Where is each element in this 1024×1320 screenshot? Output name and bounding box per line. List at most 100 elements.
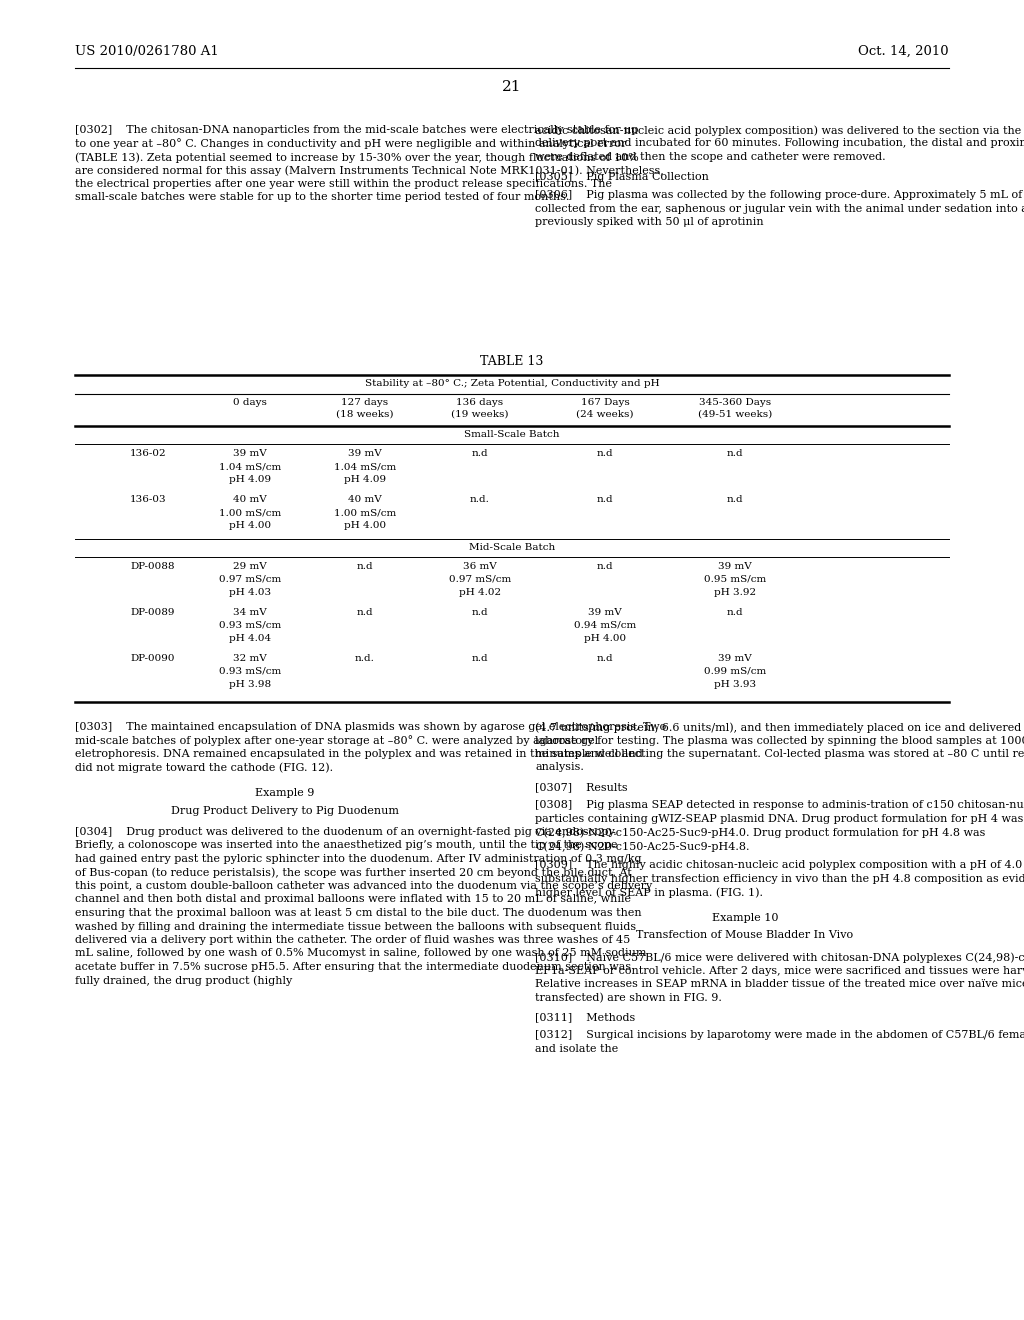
Text: particles containing gWIZ-SEAP plasmid DNA. Drug product formulation for pH 4 wa: particles containing gWIZ-SEAP plasmid D… <box>535 814 1023 824</box>
Text: 39 mV: 39 mV <box>233 449 267 458</box>
Text: 39 mV: 39 mV <box>718 653 752 663</box>
Text: pH 4.03: pH 4.03 <box>229 587 271 597</box>
Text: DP-0089: DP-0089 <box>130 609 174 616</box>
Text: n.d: n.d <box>472 653 488 663</box>
Text: 36 mV: 36 mV <box>463 562 497 572</box>
Text: eletrophoresis. DNA remained encapsulated in the polyplex and was retained in th: eletrophoresis. DNA remained encapsulate… <box>75 748 643 759</box>
Text: 345-360 Days: 345-360 Days <box>699 399 771 407</box>
Text: washed by filling and draining the intermediate tissue between the balloons with: washed by filling and draining the inter… <box>75 921 636 932</box>
Text: n.d.: n.d. <box>355 653 375 663</box>
Text: 0.93 mS/cm: 0.93 mS/cm <box>219 620 282 630</box>
Text: of Bus-copan (to reduce peristalsis), the scope was further inserted 20 cm beyon: of Bus-copan (to reduce peristalsis), th… <box>75 867 632 878</box>
Text: C(24,98)-N20-c150-Ac25-Suc9-pH4.0. Drug product formulation for pH 4.8 was: C(24,98)-N20-c150-Ac25-Suc9-pH4.0. Drug … <box>535 828 985 838</box>
Text: n.d: n.d <box>597 562 613 572</box>
Text: this point, a custom double-balloon catheter was advanced into the duodenum via : this point, a custom double-balloon cath… <box>75 880 652 891</box>
Text: pH 3.98: pH 3.98 <box>229 680 271 689</box>
Text: 40 mV: 40 mV <box>348 495 382 504</box>
Text: Mid-Scale Batch: Mid-Scale Batch <box>469 543 555 552</box>
Text: 21: 21 <box>502 81 522 94</box>
Text: 127 days: 127 days <box>341 399 388 407</box>
Text: [0312]    Surgical incisions by laparotomy were made in the abdomen of C57BL/6 f: [0312] Surgical incisions by laparotomy … <box>535 1031 1024 1040</box>
Text: 136-02: 136-02 <box>130 449 167 458</box>
Text: (49-51 weeks): (49-51 weeks) <box>698 411 772 418</box>
Text: DP-0088: DP-0088 <box>130 562 174 572</box>
Text: 39 mV: 39 mV <box>588 609 622 616</box>
Text: substantially higher transfection efficiency in vivo than the pH 4.8 composition: substantially higher transfection effici… <box>535 874 1024 884</box>
Text: to one year at –80° C. Changes in conductivity and pH were negligible and within: to one year at –80° C. Changes in conduc… <box>75 139 627 149</box>
Text: collected from the ear, saphenous or jugular vein with the animal under sedation: collected from the ear, saphenous or jug… <box>535 203 1024 214</box>
Text: [0304]    Drug product was delivered to the duodenum of an overnight-fasted pig : [0304] Drug product was delivered to the… <box>75 828 616 837</box>
Text: C(24,98)-N20-c150-Ac25-Suc9-pH4.8.: C(24,98)-N20-c150-Ac25-Suc9-pH4.8. <box>535 841 750 851</box>
Text: 167 Days: 167 Days <box>581 399 630 407</box>
Text: Small-Scale Batch: Small-Scale Batch <box>464 430 560 440</box>
Text: transfected) are shown in FIG. 9.: transfected) are shown in FIG. 9. <box>535 993 722 1003</box>
Text: 136-03: 136-03 <box>130 495 167 504</box>
Text: 0 days: 0 days <box>233 399 267 407</box>
Text: n.d: n.d <box>356 609 374 616</box>
Text: pH 4.04: pH 4.04 <box>229 634 271 643</box>
Text: (19 weeks): (19 weeks) <box>452 411 509 418</box>
Text: pH 4.09: pH 4.09 <box>229 475 271 484</box>
Text: DP-0090: DP-0090 <box>130 653 174 663</box>
Text: 1.00 mS/cm: 1.00 mS/cm <box>219 508 282 517</box>
Text: (4.7 units/mg protein, 6.6 units/ml), and then immediately placed on ice and del: (4.7 units/mg protein, 6.6 units/ml), an… <box>535 722 1024 733</box>
Text: 39 mV: 39 mV <box>718 562 752 572</box>
Text: [0309]    The highly acidic chitosan-nucleic acid polyplex composition with a pH: [0309] The highly acidic chitosan-nuclei… <box>535 861 1024 870</box>
Text: TABLE 13: TABLE 13 <box>480 355 544 368</box>
Text: n.d: n.d <box>472 449 488 458</box>
Text: are considered normal for this assay (Malvern Instruments Technical Note MRK1031: are considered normal for this assay (Ma… <box>75 165 664 176</box>
Text: n.d: n.d <box>356 562 374 572</box>
Text: n.d: n.d <box>472 609 488 616</box>
Text: n.d: n.d <box>727 449 743 458</box>
Text: n.d: n.d <box>597 653 613 663</box>
Text: minutes and collecting the supernatant. Col-lected plasma was stored at –80 C un: minutes and collecting the supernatant. … <box>535 748 1024 759</box>
Text: pH 3.92: pH 3.92 <box>714 587 756 597</box>
Text: Transfection of Mouse Bladder In Vivo: Transfection of Mouse Bladder In Vivo <box>637 931 854 940</box>
Text: acidic chitosan-nucleic acid polyplex composition) was delivered to the section : acidic chitosan-nucleic acid polyplex co… <box>535 125 1024 136</box>
Text: higher level of SEAP in plasma. (FIG. 1).: higher level of SEAP in plasma. (FIG. 1)… <box>535 887 763 898</box>
Text: (18 weeks): (18 weeks) <box>336 411 394 418</box>
Text: [0308]    Pig plasma SEAP detected in response to adminis-tration of c150 chitos: [0308] Pig plasma SEAP detected in respo… <box>535 800 1024 810</box>
Text: Oct. 14, 2010: Oct. 14, 2010 <box>858 45 949 58</box>
Text: analysis.: analysis. <box>535 763 584 772</box>
Text: 1.00 mS/cm: 1.00 mS/cm <box>334 508 396 517</box>
Text: 34 mV: 34 mV <box>233 609 267 616</box>
Text: 40 mV: 40 mV <box>233 495 267 504</box>
Text: pH 4.02: pH 4.02 <box>459 587 501 597</box>
Text: 29 mV: 29 mV <box>233 562 267 572</box>
Text: [0302]    The chitosan-DNA nanoparticles from the mid-scale batches were electri: [0302] The chitosan-DNA nanoparticles fr… <box>75 125 639 135</box>
Text: (TABLE 13). Zeta potential seemed to increase by 15-30% over the year, though fl: (TABLE 13). Zeta potential seemed to inc… <box>75 152 639 162</box>
Text: 1.04 mS/cm: 1.04 mS/cm <box>219 462 282 471</box>
Text: n.d: n.d <box>727 609 743 616</box>
Text: 1.04 mS/cm: 1.04 mS/cm <box>334 462 396 471</box>
Text: acetate buffer in 7.5% sucrose pH5.5. After ensuring that the intermediate duode: acetate buffer in 7.5% sucrose pH5.5. Af… <box>75 962 631 972</box>
Text: EF1a-SEAP or control vehicle. After 2 days, mice were sacrificed and tissues wer: EF1a-SEAP or control vehicle. After 2 da… <box>535 965 1024 975</box>
Text: 136 days: 136 days <box>457 399 504 407</box>
Text: were deflated and then the scope and catheter were removed.: were deflated and then the scope and cat… <box>535 152 886 162</box>
Text: Example 9: Example 9 <box>255 788 314 799</box>
Text: [0307]    Results: [0307] Results <box>535 781 628 792</box>
Text: channel and then both distal and proximal balloons were inflated with 15 to 20 m: channel and then both distal and proxima… <box>75 895 631 904</box>
Text: delivery port and incubated for 60 minutes. Following incubation, the distal and: delivery port and incubated for 60 minut… <box>535 139 1024 149</box>
Text: [0305]    Pig Plasma Collection: [0305] Pig Plasma Collection <box>535 172 709 181</box>
Text: [0306]    Pig plasma was collected by the following proce-dure. Approximately 5 : [0306] Pig plasma was collected by the f… <box>535 190 1024 201</box>
Text: pH 4.00: pH 4.00 <box>229 521 271 531</box>
Text: n.d: n.d <box>597 449 613 458</box>
Text: and isolate the: and isolate the <box>535 1044 618 1053</box>
Text: laboratory for testing. The plasma was collected by spinning the blood samples a: laboratory for testing. The plasma was c… <box>535 735 1024 746</box>
Text: [0311]    Methods: [0311] Methods <box>535 1012 635 1022</box>
Text: US 2010/0261780 A1: US 2010/0261780 A1 <box>75 45 219 58</box>
Text: 32 mV: 32 mV <box>233 653 267 663</box>
Text: Example 10: Example 10 <box>712 913 778 923</box>
Text: delivered via a delivery port within the catheter. The order of fluid washes was: delivered via a delivery port within the… <box>75 935 630 945</box>
Text: pH 4.09: pH 4.09 <box>344 475 386 484</box>
Text: 0.99 mS/cm: 0.99 mS/cm <box>703 667 766 676</box>
Text: fully drained, the drug product (highly: fully drained, the drug product (highly <box>75 975 292 986</box>
Text: did not migrate toward the cathode (FIG. 12).: did not migrate toward the cathode (FIG.… <box>75 763 333 774</box>
Text: [0310]    Naïve C57BL/6 mice were delivered with chitosan-DNA polyplexes C(24,98: [0310] Naïve C57BL/6 mice were delivered… <box>535 952 1024 962</box>
Text: 0.97 mS/cm: 0.97 mS/cm <box>219 576 282 583</box>
Text: small-scale batches were stable for up to the shorter time period tested of four: small-scale batches were stable for up t… <box>75 193 569 202</box>
Text: Relative increases in SEAP mRNA in bladder tissue of the treated mice over naïve: Relative increases in SEAP mRNA in bladd… <box>535 979 1024 989</box>
Text: pH 3.93: pH 3.93 <box>714 680 756 689</box>
Text: n.d: n.d <box>597 495 613 504</box>
